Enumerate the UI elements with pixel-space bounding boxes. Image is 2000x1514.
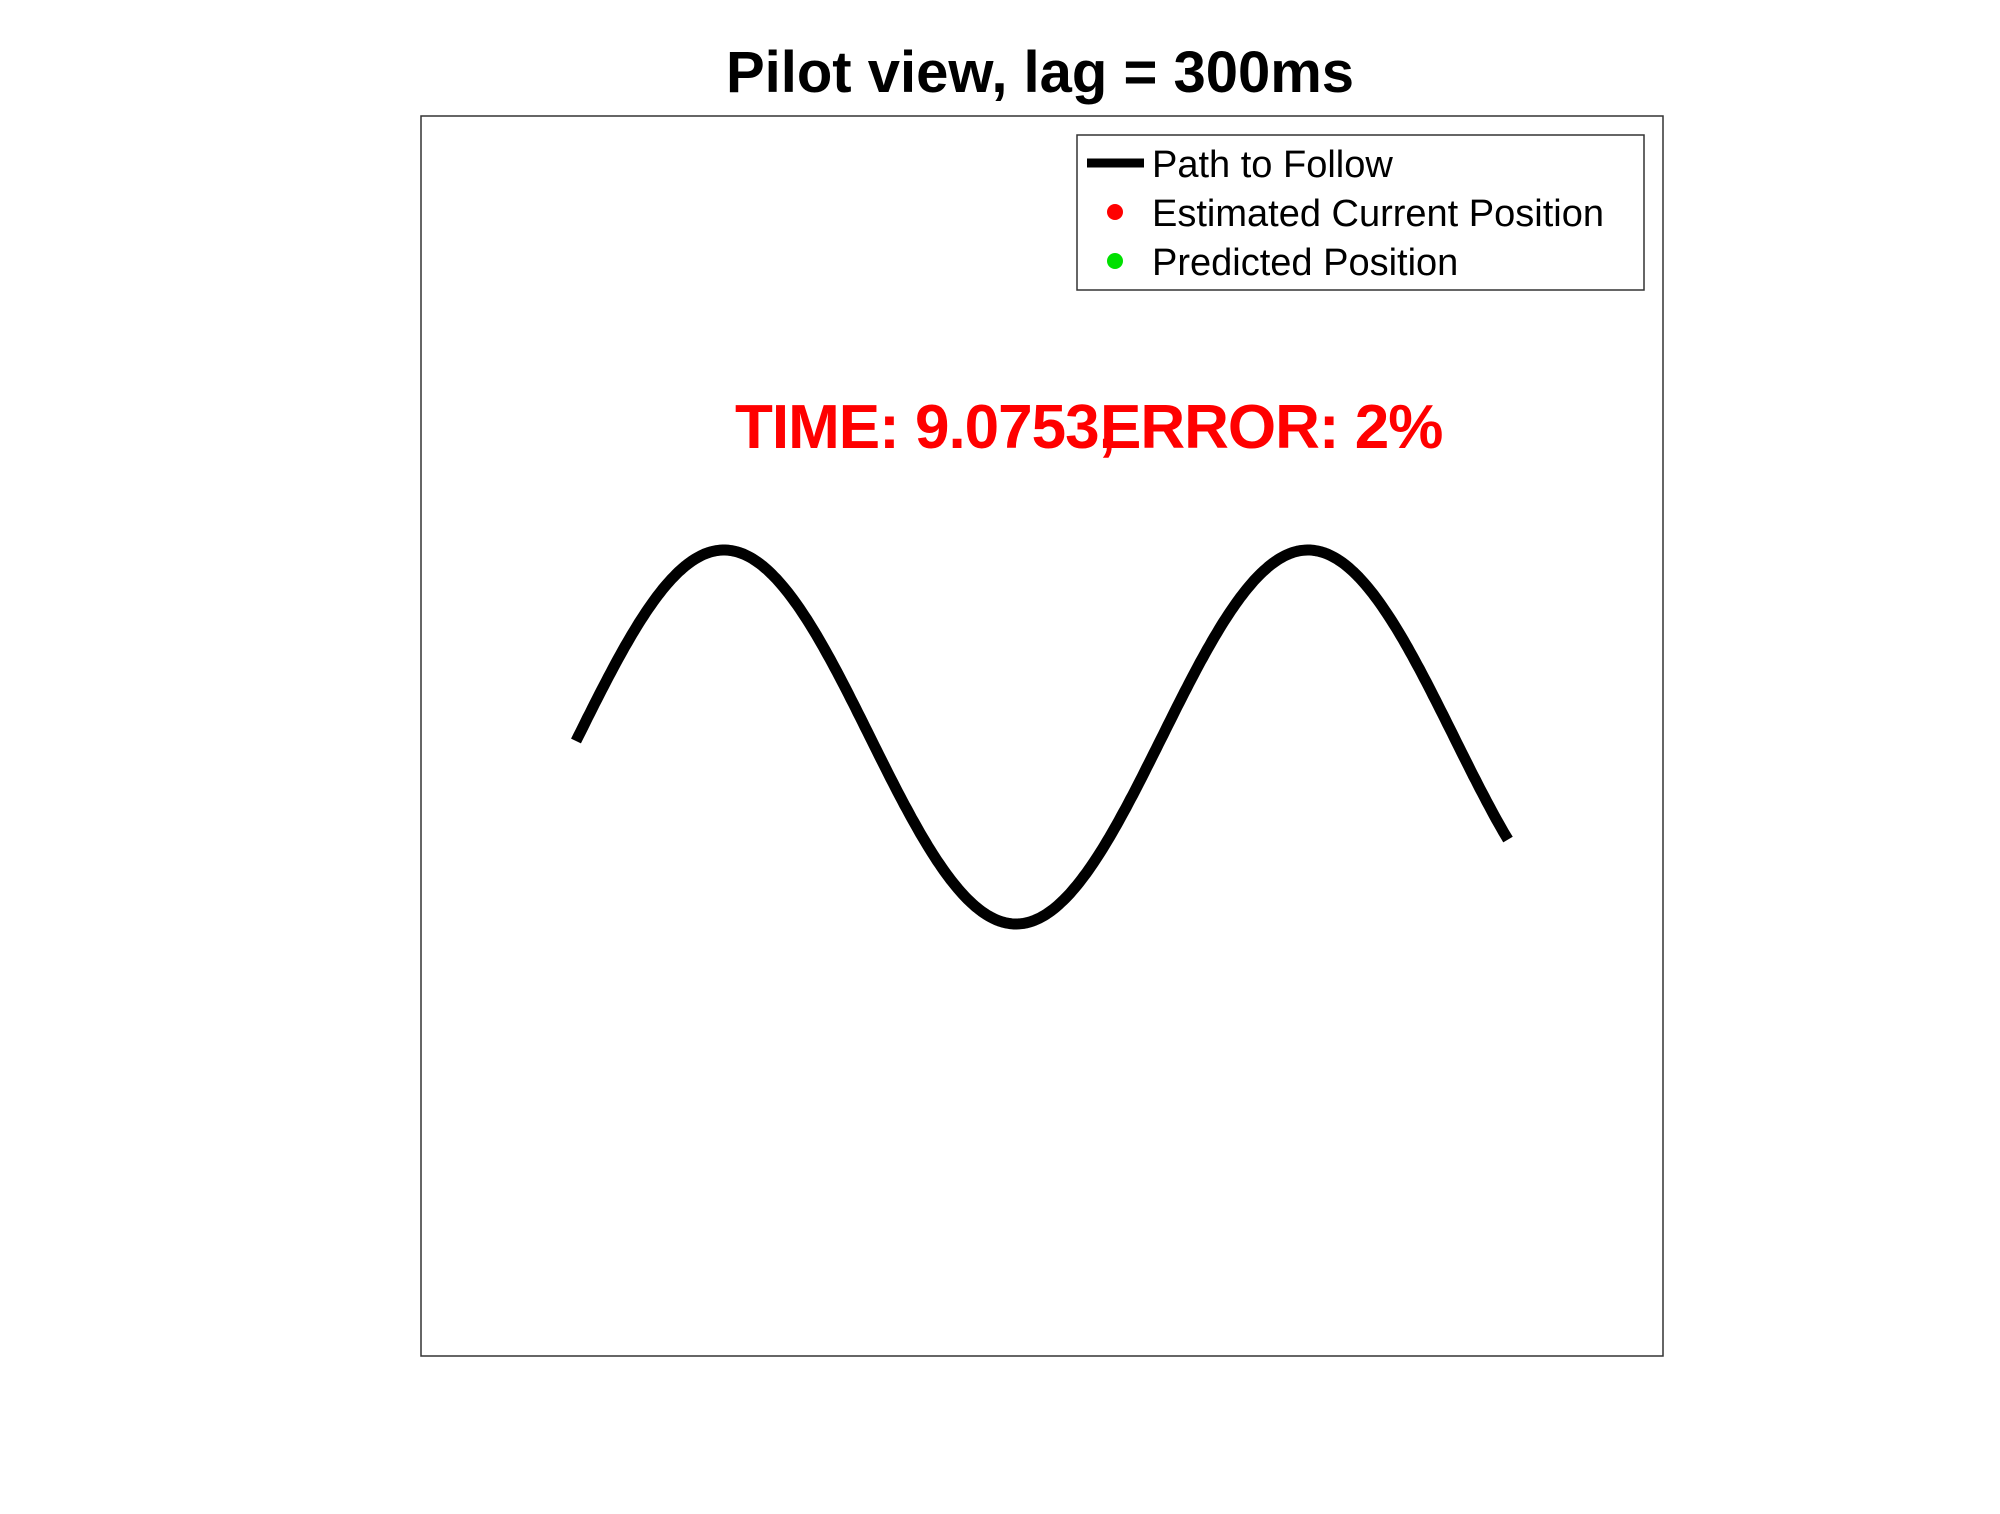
legend-marker-predicted — [1107, 253, 1123, 269]
time-readout: TIME: 9.0753, — [735, 393, 1115, 462]
plot-area-frame — [420, 115, 1664, 1357]
legend-label-predicted: Predicted Position — [1152, 242, 1458, 284]
series-path-to-follow — [571, 544, 1513, 930]
error-readout: ERROR: 2% — [1100, 393, 1442, 462]
legend-label-estimated: Estimated Current Position — [1152, 193, 1604, 235]
status-readout: TIME: 9.0753, ERROR: 2% — [735, 393, 1443, 462]
chart-title: Pilot view, lag = 300ms — [726, 40, 1354, 105]
legend-marker-estimated — [1107, 204, 1123, 220]
legend-label-path: Path to Follow — [1152, 144, 1393, 186]
legend: Path to Follow Estimated Current Positio… — [1076, 134, 1645, 291]
legend-box — [1076, 134, 1645, 291]
